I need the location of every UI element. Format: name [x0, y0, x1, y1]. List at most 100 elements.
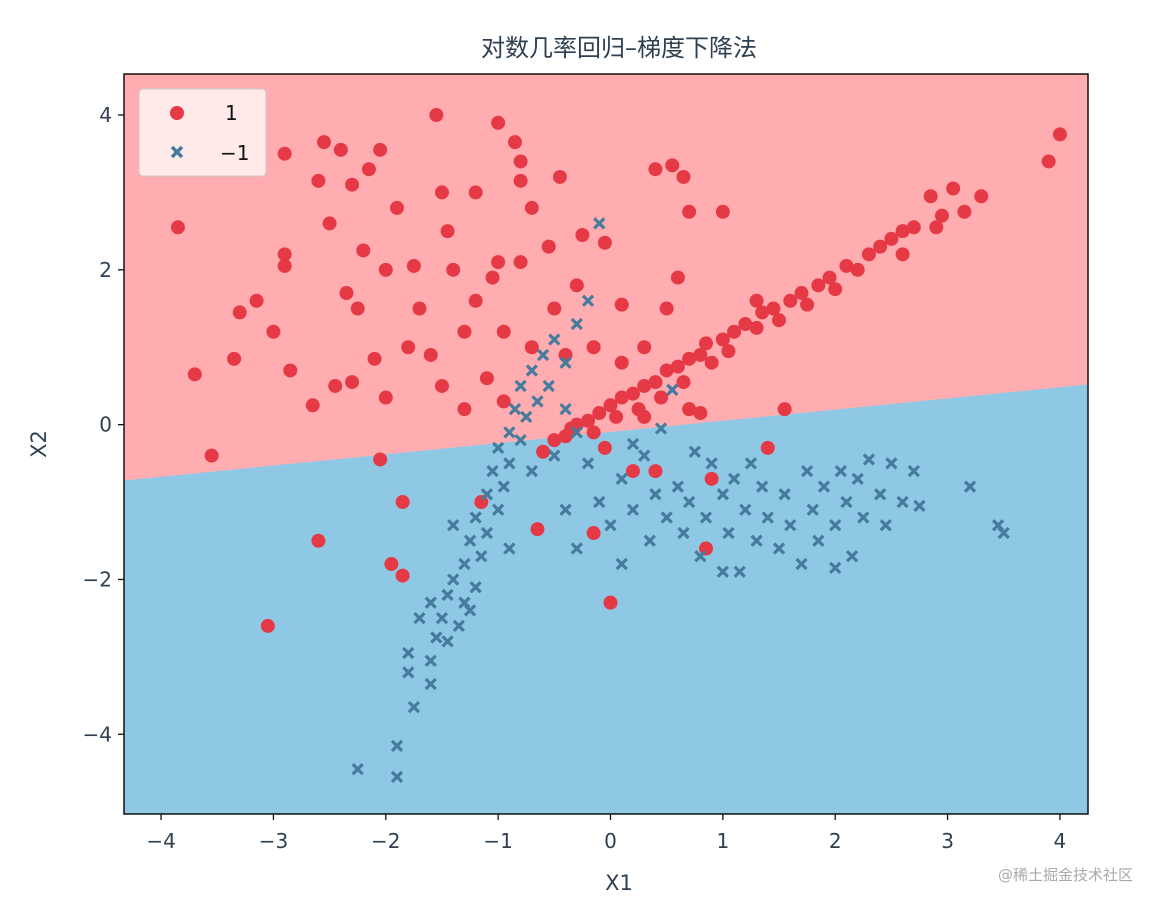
- data-point-pos: [547, 433, 562, 448]
- data-point-neg: [559, 503, 572, 516]
- data-point-pos: [316, 135, 331, 150]
- data-point-pos: [715, 332, 730, 347]
- data-point-pos: [586, 340, 601, 355]
- data-point-neg: [913, 499, 926, 513]
- data-point-neg: [559, 356, 572, 369]
- data-point-neg: [885, 457, 898, 470]
- data-point-pos: [721, 344, 736, 359]
- data-point-neg: [997, 526, 1010, 540]
- data-point-neg: [806, 503, 819, 516]
- data-point-pos: [625, 386, 640, 401]
- data-point-pos: [227, 351, 242, 366]
- data-point-neg: [548, 333, 561, 346]
- data-point-pos: [468, 293, 483, 308]
- data-point-neg: [514, 433, 527, 447]
- data-point-neg: [772, 542, 786, 555]
- data-point-pos: [524, 200, 539, 215]
- data-point-pos: [277, 146, 292, 161]
- data-point-neg: [492, 503, 505, 516]
- data-point-neg: [739, 503, 752, 516]
- data-point-pos: [401, 340, 416, 355]
- data-point-pos: [373, 142, 388, 157]
- data-point-pos: [491, 115, 506, 130]
- data-point-pos: [530, 522, 545, 537]
- data-point-pos: [850, 262, 865, 277]
- data-point-pos: [328, 378, 343, 393]
- data-point-pos: [536, 444, 551, 459]
- data-point-pos: [637, 378, 652, 393]
- data-point-neg: [570, 542, 583, 555]
- data-point-neg: [424, 654, 437, 667]
- x-tick-label: −2: [371, 829, 400, 853]
- data-point-pos: [412, 301, 427, 316]
- plot-frame: [123, 73, 1089, 815]
- data-point-pos: [682, 204, 697, 219]
- data-point-neg: [649, 488, 662, 501]
- data-point-neg: [795, 557, 808, 571]
- data-point-neg: [492, 441, 505, 455]
- data-point-neg: [402, 666, 415, 679]
- data-point-pos: [434, 378, 449, 393]
- data-point-neg: [430, 631, 443, 644]
- data-point-pos: [373, 452, 388, 467]
- data-point-pos: [547, 301, 562, 316]
- data-point-neg: [716, 565, 729, 578]
- x-tick-label: −3: [259, 829, 288, 853]
- data-point-pos: [625, 464, 640, 479]
- data-point-neg: [402, 646, 415, 660]
- data-point-pos: [232, 305, 247, 320]
- data-point-pos: [513, 154, 528, 169]
- data-point-pos: [934, 208, 949, 223]
- data-point-pos: [609, 409, 624, 424]
- data-point-neg: [845, 550, 859, 563]
- data-point-neg: [480, 488, 494, 501]
- data-point-pos: [659, 301, 674, 316]
- data-point-pos: [637, 409, 652, 424]
- data-point-neg: [896, 495, 909, 509]
- x-axis-label: X1: [605, 871, 633, 895]
- data-point-pos: [698, 336, 713, 351]
- x-tick-label: −4: [146, 829, 175, 853]
- data-point-neg: [390, 739, 404, 753]
- data-point-pos: [322, 216, 337, 231]
- data-point-pos: [974, 189, 989, 204]
- data-point-pos: [676, 375, 691, 390]
- data-point-neg: [907, 464, 920, 478]
- data-point-neg: [593, 217, 606, 230]
- data-point-neg: [851, 472, 864, 485]
- data-point-pos: [170, 220, 185, 235]
- data-point-pos: [884, 231, 899, 246]
- data-point-pos: [1052, 127, 1067, 142]
- data-point-pos: [603, 595, 618, 610]
- data-point-neg: [542, 379, 555, 393]
- plot-area: [123, 73, 1089, 815]
- data-point-pos: [749, 320, 764, 335]
- data-point-pos: [704, 355, 719, 370]
- data-point-pos: [777, 402, 792, 417]
- data-point-pos: [311, 533, 326, 548]
- data-point-neg: [857, 511, 870, 524]
- data-point-neg: [784, 519, 797, 532]
- region-positive: [124, 74, 1088, 481]
- data-point-neg: [654, 422, 668, 435]
- data-point-pos: [738, 317, 753, 332]
- data-point-pos: [749, 293, 764, 308]
- data-point-pos: [670, 359, 685, 374]
- data-point-pos: [923, 189, 938, 204]
- data-point-neg: [879, 519, 892, 532]
- data-point-pos: [468, 185, 483, 200]
- data-point-neg: [862, 453, 876, 466]
- data-point-pos: [586, 425, 601, 440]
- data-point-pos: [187, 367, 202, 382]
- data-point-pos: [361, 162, 376, 177]
- data-point-neg: [447, 519, 460, 532]
- data-point-pos: [586, 526, 601, 541]
- data-point-neg: [756, 480, 769, 493]
- data-point-pos: [603, 398, 618, 413]
- data-point-neg: [688, 445, 701, 458]
- data-point-pos: [491, 255, 506, 270]
- data-point-neg: [463, 604, 477, 617]
- data-point-pos: [406, 258, 421, 273]
- data-point-pos: [339, 286, 354, 301]
- data-point-pos: [457, 402, 472, 417]
